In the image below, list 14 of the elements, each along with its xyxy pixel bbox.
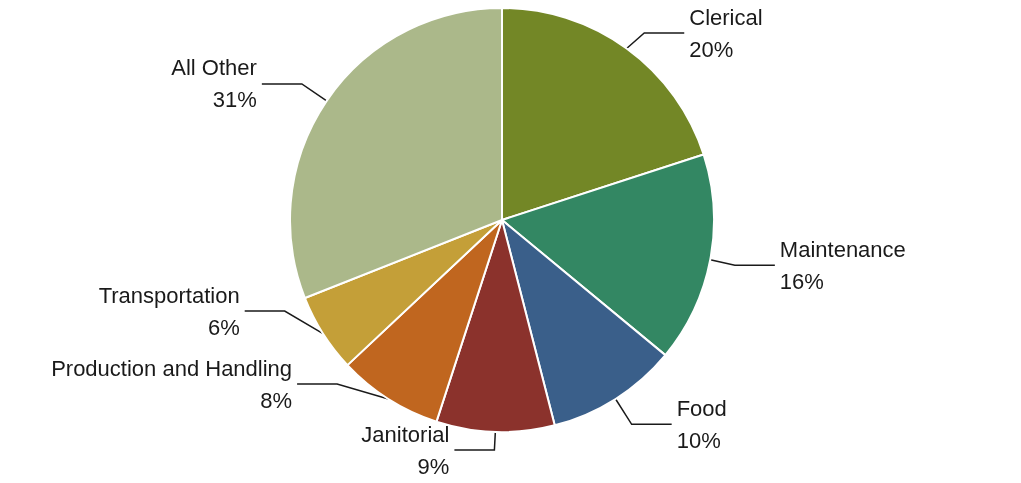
slice-label: Clerical — [689, 4, 763, 30]
data-label: 10% — [676, 427, 721, 453]
slice-label: All Other — [171, 55, 257, 81]
data-label: 20% — [689, 36, 734, 62]
data-label: 16% — [779, 268, 824, 294]
data-label: 8% — [260, 387, 293, 413]
slice-label: Production and Handling — [51, 355, 293, 381]
data-label: 6% — [207, 314, 240, 340]
slice-label: Food — [676, 395, 727, 421]
data-label: 9% — [417, 453, 450, 479]
slice-label: Maintenance — [779, 236, 906, 262]
slice-label: Transportation — [98, 282, 240, 308]
slice-label: Janitorial — [361, 421, 450, 447]
data-label: 31% — [212, 87, 257, 113]
